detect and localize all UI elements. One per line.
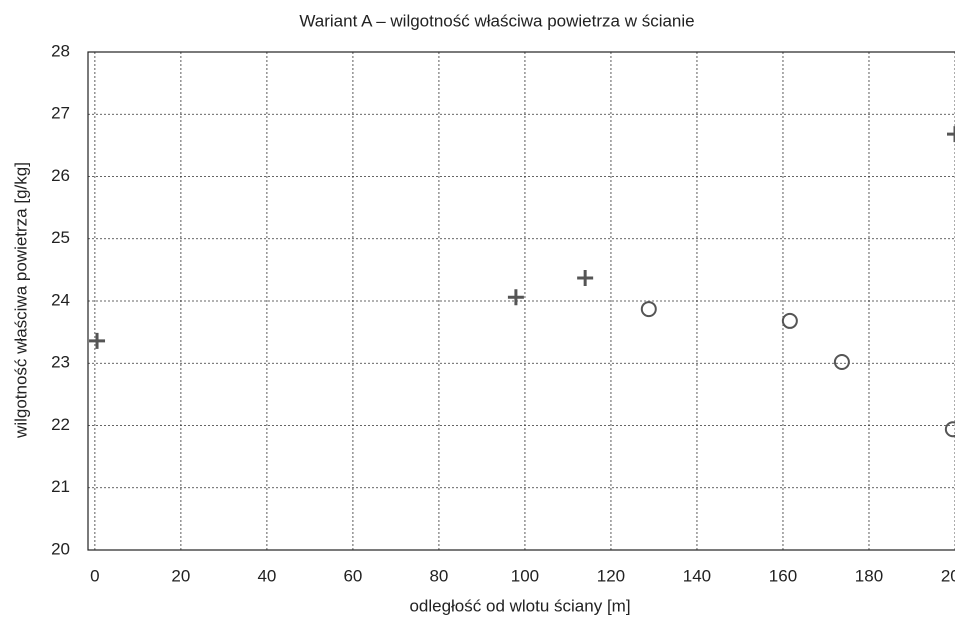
plus-marker	[89, 332, 106, 349]
y-tick-label: 25	[51, 228, 70, 247]
x-tick-label: 40	[257, 566, 276, 585]
y-tick-label: 27	[51, 104, 70, 123]
circle-marker	[640, 301, 657, 318]
circle-marker	[833, 354, 850, 371]
x-tick-label: 140	[683, 566, 711, 585]
y-tick-label: 21	[51, 477, 70, 496]
y-tick-label: 22	[51, 415, 70, 434]
x-tick-label: 180	[855, 566, 883, 585]
x-tick-label: 120	[597, 566, 625, 585]
plus-marker	[507, 289, 524, 306]
circle-marker	[781, 312, 798, 329]
y-tick-label: 20	[51, 539, 70, 558]
y-tick-label: 28	[51, 41, 70, 60]
plus-marker	[947, 126, 955, 143]
x-tick-label: 0	[90, 566, 99, 585]
y-tick-label: 23	[51, 353, 70, 372]
x-tick-label: 20	[171, 566, 190, 585]
y-tick-label: 26	[51, 166, 70, 185]
x-tick-label: 80	[429, 566, 448, 585]
x-tick-label: 100	[511, 566, 539, 585]
plus-marker	[577, 269, 594, 286]
y-axis-label: wilgotność właściwa powietrza [g/kg]	[11, 162, 30, 439]
x-axis-label: odległość od wlotu ściany [m]	[409, 596, 630, 615]
plot-frame	[87, 51, 955, 551]
y-tick-label: 24	[51, 290, 70, 309]
chart-title: Wariant A – wilgotność właściwa powietrz…	[299, 11, 694, 30]
x-tick-label: 160	[769, 566, 797, 585]
x-tick-label: 60	[343, 566, 362, 585]
circle-marker	[944, 421, 955, 438]
x-tick-label: 200	[941, 566, 955, 585]
